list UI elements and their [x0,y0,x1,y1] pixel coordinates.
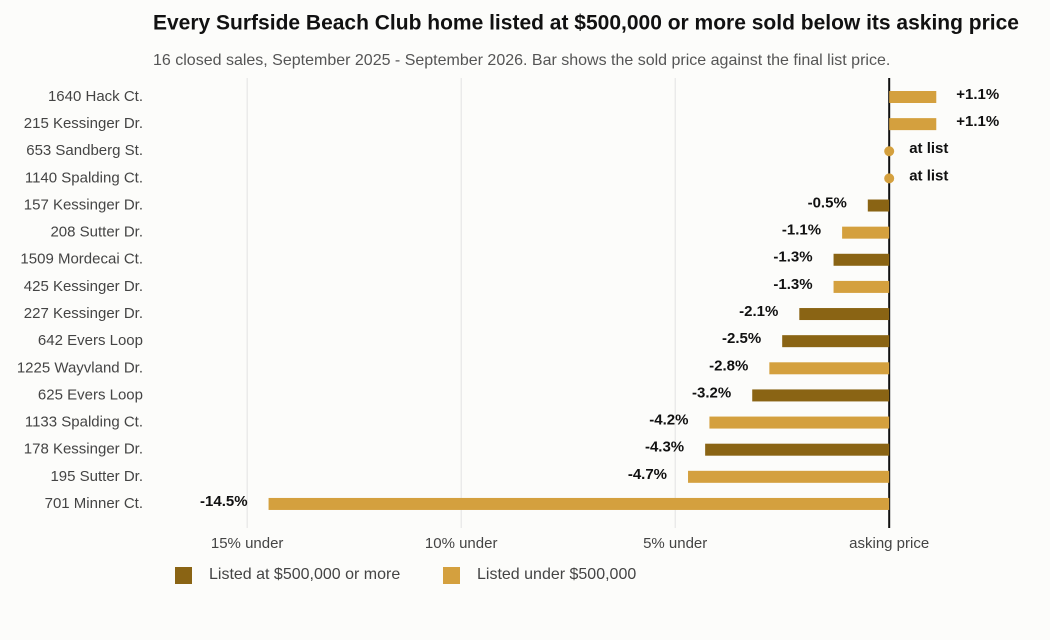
y-tick-label: 425 Kessinger Dr. [24,278,143,295]
chart-subtitle: 16 closed sales, September 2025 - Septem… [153,52,890,69]
at-list-dot [884,146,895,157]
y-tick-label: 215 Kessinger Dr. [24,115,143,132]
y-tick-label: 1225 Wayvland Dr. [17,359,143,376]
bar [867,199,890,212]
x-tick-label: 15% under [211,535,284,552]
y-tick-label: 1509 Mordecai Ct. [20,251,143,268]
bar [782,335,890,348]
value-label: -3.2% [692,384,731,401]
legend-swatch [443,567,460,584]
x-tick-label: asking price [849,535,929,552]
value-label: -14.5% [200,493,248,510]
x-tick-label: 10% under [425,535,498,552]
bar [688,470,890,483]
bar [769,362,890,375]
bar [889,118,937,131]
y-tick-label: 1640 Hack Ct. [48,88,143,105]
y-tick-label: 701 Minner Ct. [45,495,143,512]
value-label: -0.5% [808,194,847,211]
value-label: -1.3% [773,249,812,266]
value-label: +1.1% [956,86,999,103]
bar [842,226,890,239]
value-label: -2.1% [739,303,778,320]
bar [705,443,890,456]
value-label: -4.2% [649,412,688,429]
bar [833,253,890,266]
value-label: -2.5% [722,330,761,347]
legend-label: Listed under $500,000 [477,566,636,583]
value-label: -4.3% [645,439,684,456]
bar [889,91,937,103]
chart-title: Every Surfside Beach Club home listed at… [153,12,1019,35]
value-label: -1.1% [782,222,821,239]
legend-swatch [175,567,192,584]
y-tick-label: 208 Sutter Dr. [50,224,143,241]
y-tick-label: 1133 Spalding Ct. [25,414,143,431]
value-label: +1.1% [956,113,999,130]
y-tick-label: 653 Sandberg St. [26,142,143,159]
x-tick-label: 5% under [643,535,707,552]
y-tick-label: 1140 Spalding Ct. [25,169,143,186]
y-tick-label: 625 Evers Loop [38,386,143,403]
value-label: at list [909,167,948,184]
value-label: -2.8% [709,357,748,374]
y-tick-label: 195 Sutter Dr. [50,468,143,485]
legend-label: Listed at $500,000 or more [209,566,400,583]
bar [752,389,890,402]
y-tick-label: 178 Kessinger Dr. [24,441,143,458]
at-list-dot [884,173,895,184]
y-tick-label: 642 Evers Loop [38,332,143,349]
bar [709,416,890,429]
bar [268,497,890,510]
bar [833,280,890,293]
value-label: -1.3% [773,276,812,293]
value-label: -4.7% [628,466,667,483]
bar [799,308,890,321]
y-tick-label: 157 Kessinger Dr. [24,196,143,213]
y-tick-label: 227 Kessinger Dr. [24,305,143,322]
value-label: at list [909,140,948,157]
